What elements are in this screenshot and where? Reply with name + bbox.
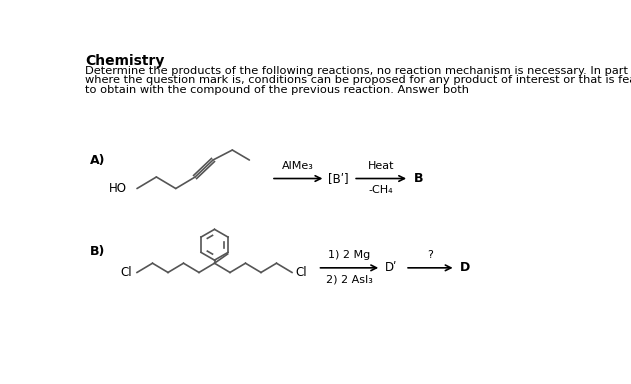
Text: AlMe₃: AlMe₃ [282, 161, 314, 171]
Text: Heat: Heat [368, 161, 394, 171]
Text: D: D [460, 262, 471, 274]
Text: [Bʹ]: [Bʹ] [328, 172, 349, 185]
Text: Dʹ: Dʹ [385, 262, 398, 274]
Text: 2) 2 AsI₃: 2) 2 AsI₃ [326, 274, 373, 284]
Text: to obtain with the compound of the previous reaction. Answer both: to obtain with the compound of the previ… [85, 84, 469, 94]
Text: where the question mark is, conditions can be proposed for any product of intere: where the question mark is, conditions c… [85, 75, 631, 85]
Text: B): B) [90, 245, 105, 258]
Text: A): A) [90, 154, 105, 167]
Text: -CH₄: -CH₄ [369, 185, 394, 195]
Text: Chemistry: Chemistry [85, 54, 165, 68]
Text: Cl: Cl [120, 266, 132, 279]
Text: B: B [414, 172, 423, 185]
Text: HO: HO [109, 182, 127, 195]
Text: 1) 2 Mg: 1) 2 Mg [328, 250, 370, 260]
Text: Cl: Cl [296, 266, 307, 279]
Text: Determine the products of the following reactions, no reaction mechanism is nece: Determine the products of the following … [85, 66, 631, 76]
Text: ?: ? [427, 250, 433, 260]
